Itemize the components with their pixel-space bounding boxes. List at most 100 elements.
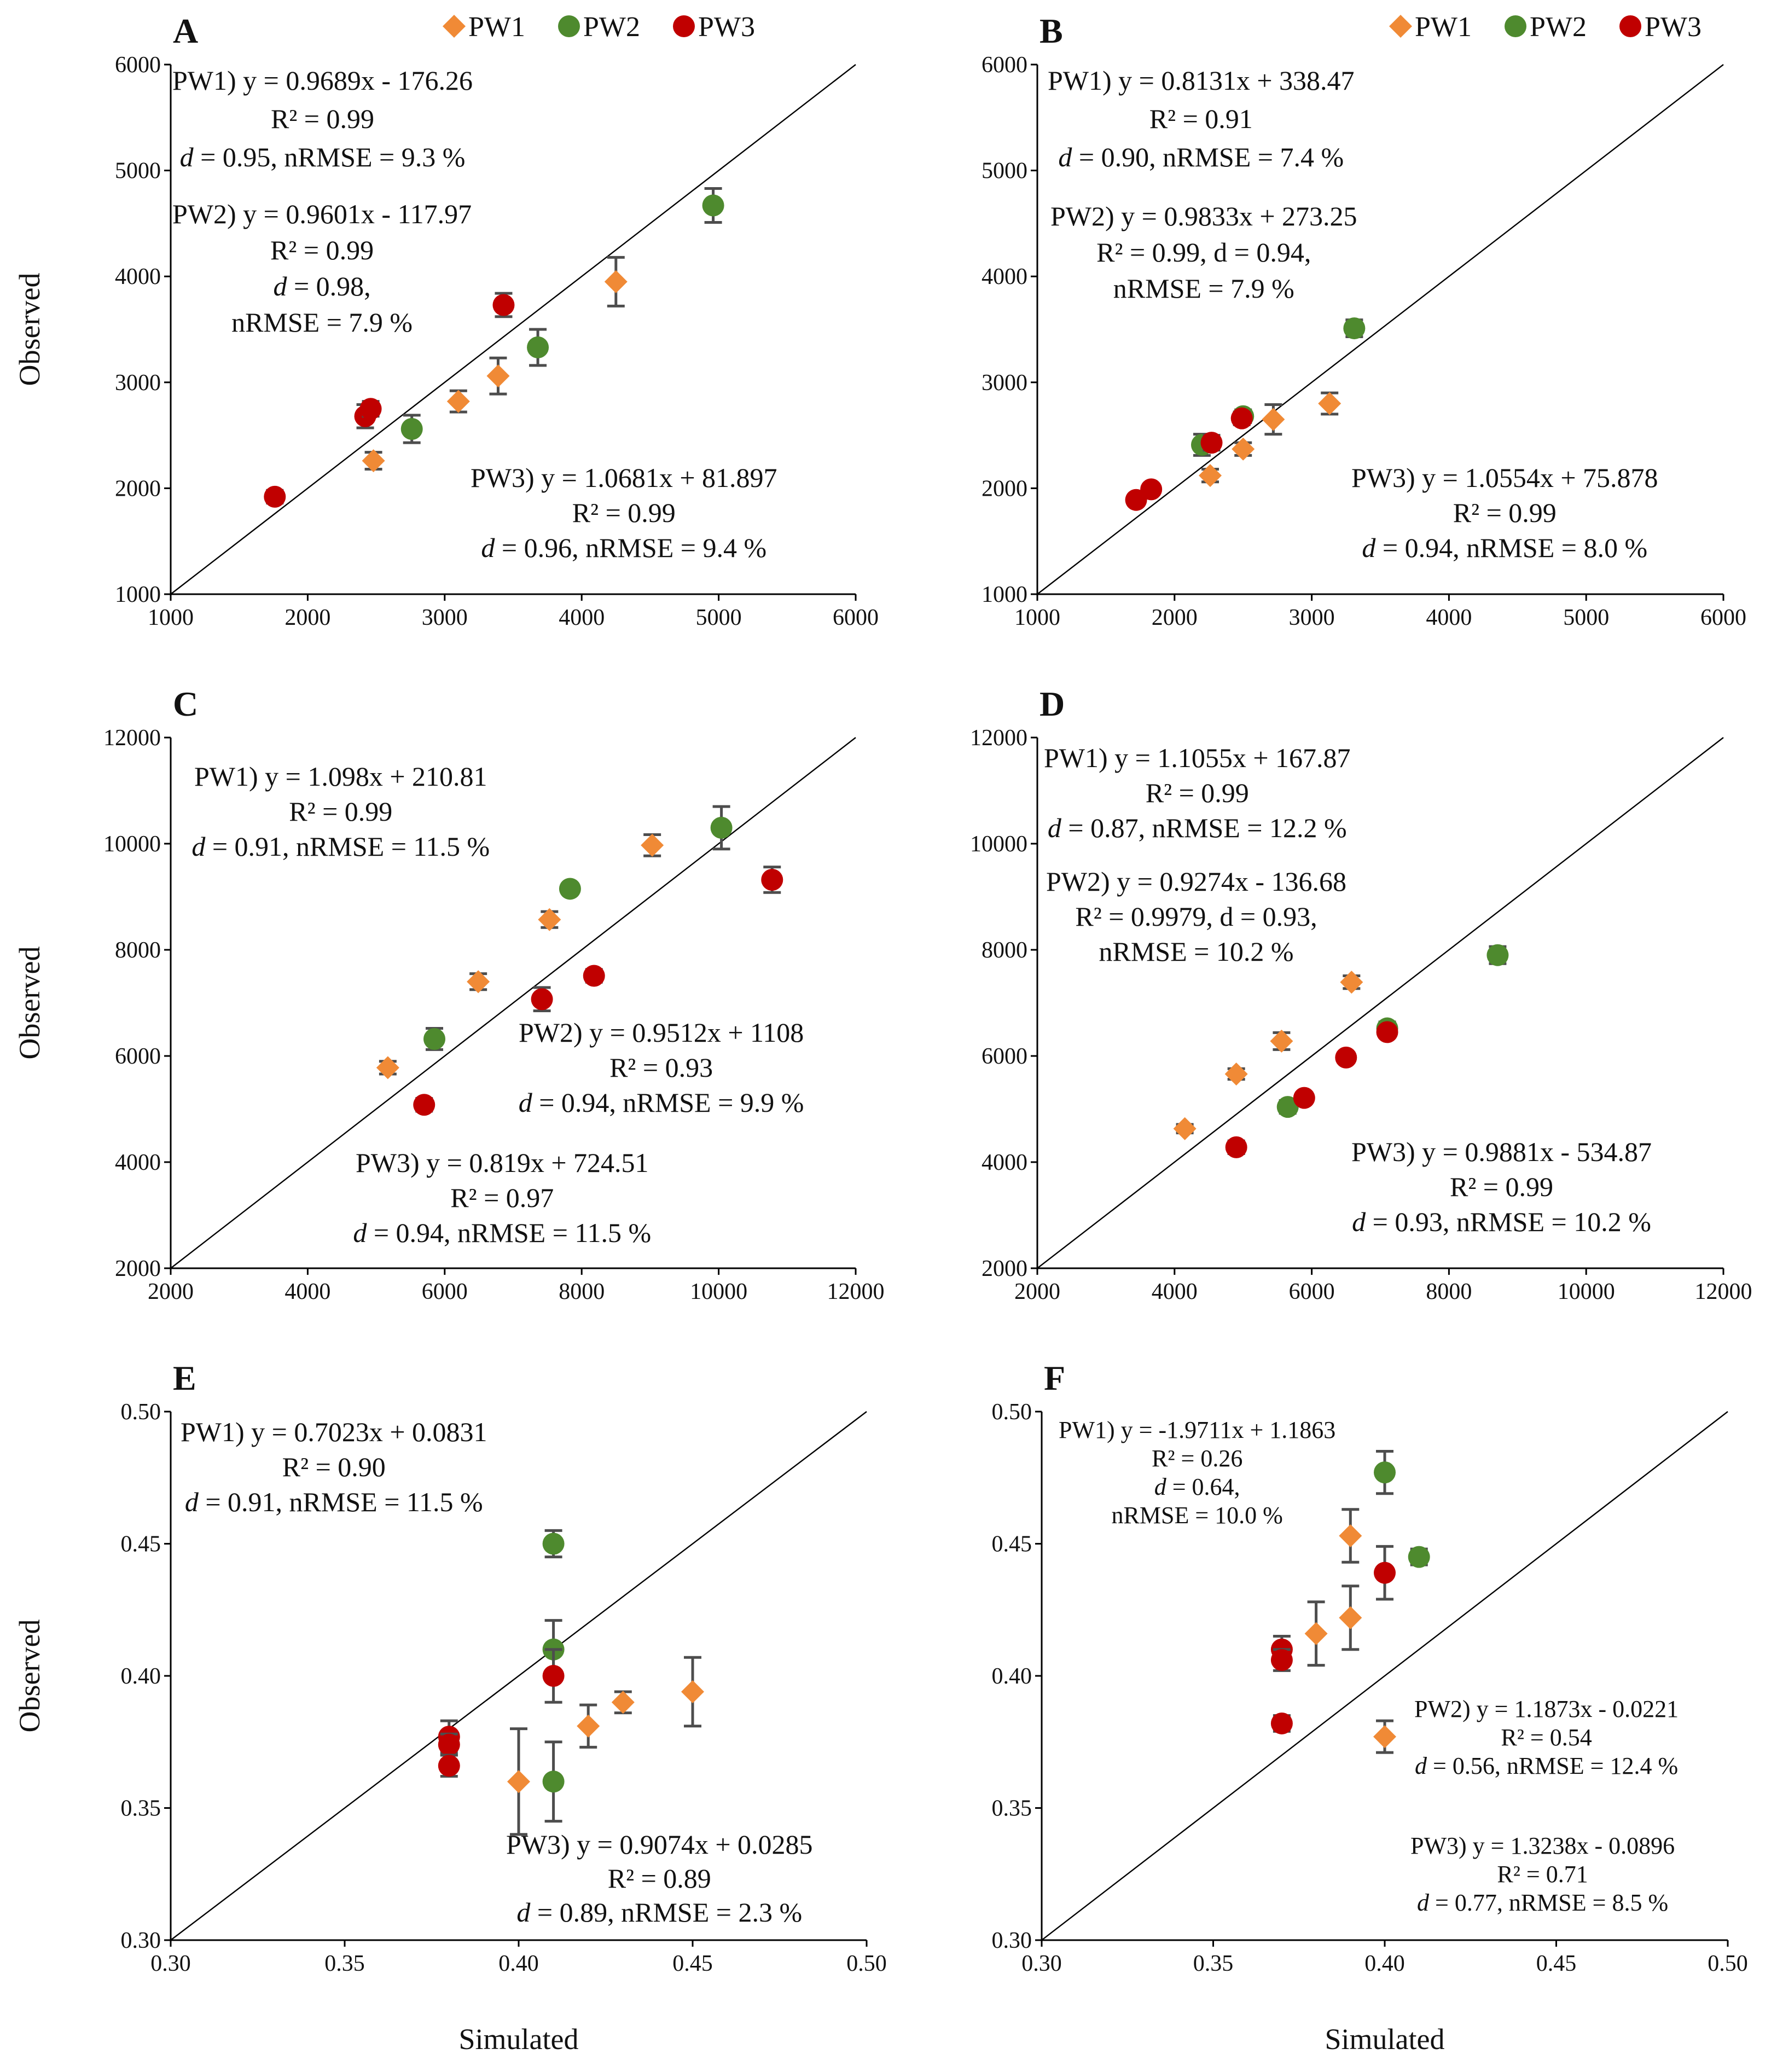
annotation-line: PW1) y = 1.1055x + 167.87 <box>1044 742 1351 773</box>
annotation-line: nRMSE = 7.9 % <box>1113 273 1294 304</box>
x-tick-label: 4000 <box>1152 1279 1198 1304</box>
regression-annotation: PW2) y = 0.9833x + 273.25 R² = 0.99, d = … <box>1050 201 1357 304</box>
legend-marker-pw2 <box>1505 15 1526 37</box>
x-tick-label: 12000 <box>1695 1279 1752 1304</box>
y-tick-label: 8000 <box>115 938 161 963</box>
data-point-pw1 <box>681 1680 704 1703</box>
data-point-pw2 <box>401 418 423 440</box>
data-point-pw1 <box>1339 1524 1362 1547</box>
annotation-line: R² = 0.89 <box>608 1863 711 1894</box>
y-tick-label: 0.50 <box>121 1400 161 1425</box>
y-tick-label: 0.35 <box>992 1796 1032 1821</box>
regression-annotation: PW2) y = 0.9512x + 1108R² = 0.93d = 0.94… <box>519 1017 804 1118</box>
y-tick-label: 8000 <box>982 938 1027 963</box>
y-tick-label: 5000 <box>115 159 161 184</box>
regression-annotation: PW3) y = 0.819x + 724.51 R² = 0.97 d = 0.9… <box>353 1147 651 1248</box>
annotation-line: d = 0.64, <box>1154 1473 1240 1500</box>
data-point-pw1 <box>1339 1606 1362 1629</box>
x-tick-label: 6000 <box>1289 1279 1335 1304</box>
data-point-pw1 <box>1225 1063 1248 1086</box>
annotation-line: PW2) y = 0.9833x + 273.25 <box>1050 201 1357 231</box>
data-point-pw3 <box>438 1734 460 1756</box>
y-tick-label: 0.35 <box>121 1796 161 1821</box>
annotation-line: PW3) y = 1.3238x - 0.0896 <box>1410 1832 1675 1859</box>
y-tick-label: 1000 <box>982 582 1027 607</box>
x-tick-label: 10000 <box>690 1279 747 1304</box>
y-axis-title: Observed <box>13 947 46 1060</box>
data-point-pw3 <box>543 1665 565 1687</box>
data-point-pw1 <box>507 1770 530 1793</box>
data-point-pw2 <box>1408 1546 1430 1568</box>
data-point-pw3 <box>1201 432 1223 454</box>
data-point-pw1 <box>1174 1117 1197 1140</box>
data-point-pw1 <box>1305 1622 1328 1645</box>
y-axis-title: Observed <box>13 273 46 386</box>
x-tick-label: 8000 <box>1426 1279 1472 1304</box>
y-tick-label: 12000 <box>970 726 1027 751</box>
annotation-line: PW3) y = 0.9881x - 534.87 <box>1351 1136 1652 1167</box>
data-point-pw3 <box>1293 1087 1315 1109</box>
annotation-line: d = 0.77, nRMSE = 8.5 % <box>1417 1889 1668 1916</box>
legend-label: PW2 <box>583 11 640 43</box>
y-axis-title: Observed <box>13 1620 46 1733</box>
legend-marker-pw1 <box>443 15 466 38</box>
data-point-pw3 <box>1140 478 1162 500</box>
annotation-line: R² = 0.90 <box>282 1452 386 1482</box>
x-tick-label: 0.35 <box>324 1951 365 1976</box>
y-tick-label: 6000 <box>982 53 1027 78</box>
annotation-line: R² = 0.99, d = 0.94, <box>1096 237 1311 268</box>
x-tick-label: 10000 <box>1558 1279 1615 1304</box>
data-point-pw2 <box>1343 317 1365 339</box>
data-point-pw1 <box>577 1715 600 1738</box>
x-tick-label: 4000 <box>284 1279 330 1304</box>
y-tick-label: 0.50 <box>992 1400 1032 1425</box>
y-tick-label: 0.30 <box>992 1928 1032 1953</box>
y-tick-label: 3000 <box>982 370 1027 396</box>
annotation-line: PW1) y = 0.9689x - 176.26 <box>172 65 473 96</box>
annotation-line: nRMSE = 10.0 % <box>1112 1502 1283 1529</box>
data-point-pw3 <box>1271 1713 1293 1734</box>
x-axis-title: Simulated <box>459 2023 579 2056</box>
annotation-line: PW2) y = 0.9512x + 1108 <box>519 1017 804 1048</box>
data-point-pw3 <box>264 486 286 508</box>
x-tick-label: 3000 <box>422 605 468 630</box>
x-tick-label: 6000 <box>1700 605 1746 630</box>
x-tick-label: 12000 <box>827 1279 885 1304</box>
data-point-pw2 <box>1486 944 1508 966</box>
annotation-line: PW2) y = 0.9274x - 136.68 <box>1046 866 1346 897</box>
y-tick-label: 5000 <box>982 159 1027 184</box>
annotation-line: PW2) y = 1.1873x - 0.0221 <box>1414 1696 1679 1722</box>
x-tick-label: 5000 <box>1563 605 1609 630</box>
y-tick-label: 0.45 <box>121 1532 161 1557</box>
panel-letter: A <box>173 11 198 50</box>
x-tick-label: 0.30 <box>150 1951 191 1976</box>
data-point-pw1 <box>1340 971 1363 994</box>
annotation-line: PW2) y = 0.9601x - 117.97 <box>172 199 472 229</box>
x-tick-label: 1000 <box>148 605 194 630</box>
annotation-line: R² = 0.93 <box>609 1052 713 1083</box>
legend-marker-pw3 <box>673 15 695 37</box>
x-tick-label: 3000 <box>1289 605 1335 630</box>
legend-marker-pw2 <box>558 15 580 37</box>
regression-annotation: PW1) y = 0.7023x + 0.0831R² = 0.90d = 0.… <box>181 1417 487 1517</box>
legend-label: PW1 <box>1415 11 1472 43</box>
x-tick-label: 6000 <box>833 605 879 630</box>
x-tick-label: 4000 <box>1426 605 1472 630</box>
legend-label: PW3 <box>1645 11 1701 43</box>
annotation-line: d = 0.56, nRMSE = 12.4 % <box>1415 1752 1678 1779</box>
x-tick-label: 0.50 <box>846 1951 887 1976</box>
data-point-pw2 <box>527 336 549 358</box>
data-point-pw1 <box>486 364 509 387</box>
annotation-line: d = 0.98, <box>273 271 370 301</box>
annotation-line: PW3) y = 1.0554x + 75.878 <box>1351 462 1658 493</box>
annotation-line: R² = 0.97 <box>450 1182 554 1213</box>
x-tick-label: 2000 <box>1152 605 1198 630</box>
y-tick-label: 2000 <box>982 1256 1027 1281</box>
data-point-pw1 <box>447 390 470 413</box>
data-point-pw3 <box>1335 1047 1357 1069</box>
panel-B: 1000 2000 3000 4000 5000 6000 1000 2000 3000 4000… <box>982 11 1746 630</box>
legend-marker-pw1 <box>1389 15 1412 38</box>
x-tick-label: 2000 <box>284 605 330 630</box>
annotation-line: d = 0.94, nRMSE = 8.0 % <box>1362 532 1647 563</box>
